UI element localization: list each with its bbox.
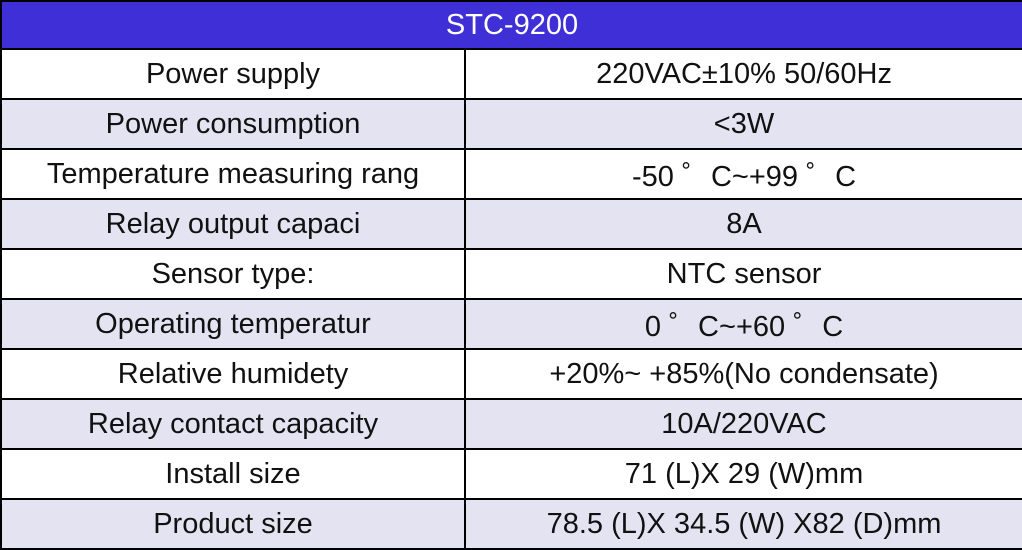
spec-value: 10A/220VAC: [463, 398, 1022, 450]
spec-value: 71 (L)X 29 (W)mm: [463, 448, 1022, 500]
table-row: Relay contact capacity 10A/220VAC: [0, 398, 1022, 450]
spec-label: Power supply: [0, 48, 466, 100]
table-row: Sensor type: NTC sensor: [0, 248, 1022, 300]
spec-value: +20%~ +85%(No condensate): [463, 348, 1022, 400]
spec-label: Operating temperatur: [0, 298, 466, 350]
spec-value: 220VAC±10% 50/60Hz: [463, 48, 1022, 100]
table-row: Power consumption <3W: [0, 98, 1022, 150]
table-title: STC-9200: [0, 0, 1022, 50]
table-row: Operating temperatur 0 ゜C~+60 ゜C: [0, 298, 1022, 350]
table-row: Relative humidety +20%~ +85%(No condensa…: [0, 348, 1022, 400]
table-row: Power supply 220VAC±10% 50/60Hz: [0, 48, 1022, 100]
spec-label: Relay contact capacity: [0, 398, 466, 450]
spec-label: Temperature measuring rang: [0, 148, 466, 200]
spec-value: 0 ゜C~+60 ゜C: [463, 298, 1022, 350]
spec-label: Product size: [0, 498, 466, 550]
spec-value: 8A: [463, 198, 1022, 250]
spec-label: Install size: [0, 448, 466, 500]
spec-value: <3W: [463, 98, 1022, 150]
table-row: Relay output capaci 8A: [0, 198, 1022, 250]
table-row: Install size 71 (L)X 29 (W)mm: [0, 448, 1022, 500]
spec-value: -50 ゜C~+99 ゜C: [463, 148, 1022, 200]
spec-value: NTC sensor: [463, 248, 1022, 300]
table-title-row: STC-9200: [0, 0, 1022, 50]
spec-value: 78.5 (L)X 34.5 (W) X82 (D)mm: [463, 498, 1022, 550]
table-row: Product size 78.5 (L)X 34.5 (W) X82 (D)m…: [0, 498, 1022, 550]
spec-label: Sensor type:: [0, 248, 466, 300]
table-row: Temperature measuring rang -50 ゜C~+99 ゜C: [0, 148, 1022, 200]
spec-label: Power consumption: [0, 98, 466, 150]
spec-label: Relay output capaci: [0, 198, 466, 250]
spec-label: Relative humidety: [0, 348, 466, 400]
